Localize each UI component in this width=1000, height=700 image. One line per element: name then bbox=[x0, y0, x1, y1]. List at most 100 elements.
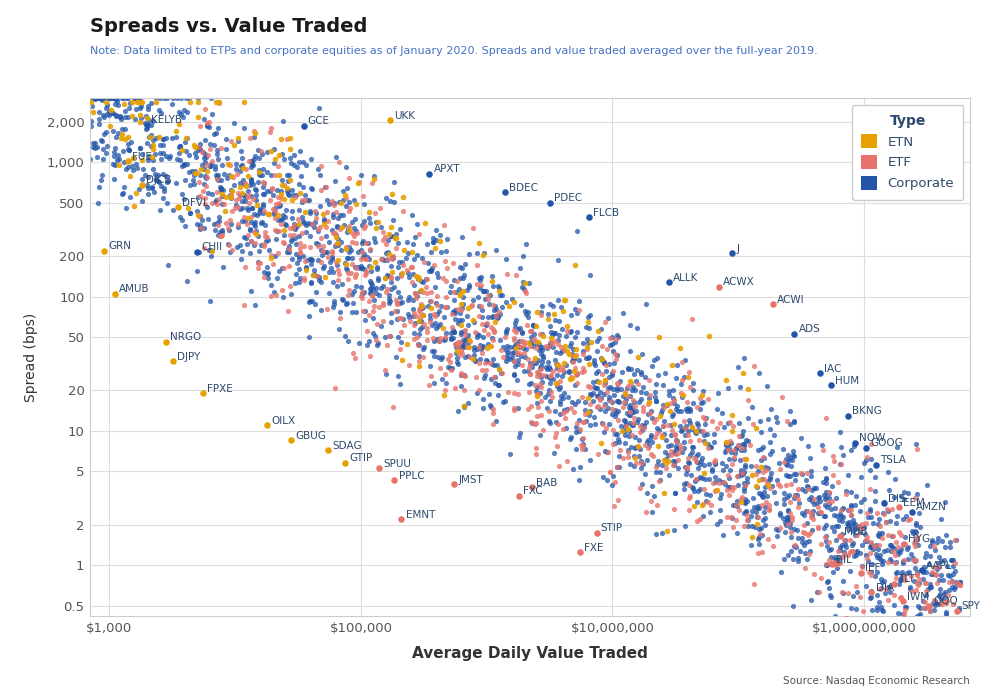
Point bbox=[280, 306, 296, 317]
Point bbox=[818, 486, 834, 498]
Point bbox=[749, 519, 765, 530]
Point bbox=[560, 391, 576, 402]
Point bbox=[837, 534, 853, 545]
Point bbox=[529, 389, 545, 400]
Point bbox=[144, 182, 160, 193]
Point bbox=[658, 454, 674, 465]
Point bbox=[85, 141, 101, 153]
Point bbox=[704, 465, 720, 476]
Point bbox=[451, 314, 467, 326]
Point bbox=[543, 370, 559, 381]
Point bbox=[432, 235, 448, 246]
Point bbox=[362, 284, 378, 295]
Point bbox=[935, 575, 951, 586]
Point bbox=[861, 567, 877, 578]
Point bbox=[421, 168, 437, 179]
Point bbox=[366, 170, 382, 181]
Point bbox=[117, 134, 133, 145]
Point bbox=[362, 287, 378, 298]
Point bbox=[510, 358, 526, 370]
Text: DFVL: DFVL bbox=[182, 198, 209, 208]
Point bbox=[244, 159, 260, 170]
Point bbox=[253, 240, 269, 251]
Point bbox=[211, 193, 227, 204]
Point bbox=[616, 414, 632, 426]
Point bbox=[249, 199, 265, 210]
Point bbox=[158, 132, 174, 144]
Point bbox=[809, 497, 825, 508]
Point bbox=[374, 253, 390, 264]
Point bbox=[532, 387, 548, 398]
Point bbox=[842, 547, 858, 558]
Point bbox=[643, 432, 659, 443]
Point bbox=[650, 440, 666, 452]
Point bbox=[330, 265, 346, 276]
Point bbox=[730, 479, 746, 490]
Point bbox=[567, 379, 583, 390]
Point bbox=[615, 401, 631, 412]
Point bbox=[803, 466, 819, 477]
Point bbox=[849, 523, 865, 534]
Point bbox=[495, 396, 511, 407]
Point bbox=[460, 398, 476, 409]
Point bbox=[838, 612, 854, 624]
Point bbox=[276, 153, 292, 164]
Point bbox=[361, 206, 377, 218]
Point bbox=[533, 363, 549, 374]
Point bbox=[600, 383, 616, 394]
Point bbox=[449, 276, 465, 287]
Point bbox=[585, 395, 601, 407]
Point bbox=[813, 507, 829, 518]
Point bbox=[382, 330, 398, 342]
Point bbox=[292, 145, 308, 156]
Point bbox=[150, 175, 166, 186]
Point bbox=[323, 262, 339, 273]
Point bbox=[243, 235, 259, 246]
Point bbox=[797, 562, 813, 573]
Point bbox=[789, 489, 805, 500]
Point bbox=[469, 278, 485, 289]
Point bbox=[474, 347, 490, 358]
Point bbox=[356, 248, 372, 260]
Point bbox=[766, 486, 782, 497]
Point bbox=[583, 336, 599, 347]
Point bbox=[917, 596, 933, 608]
Point bbox=[666, 395, 682, 406]
Point bbox=[918, 578, 934, 589]
Point bbox=[388, 294, 404, 305]
Point bbox=[641, 374, 657, 386]
Point bbox=[171, 148, 187, 159]
Point bbox=[604, 409, 620, 420]
Point bbox=[823, 552, 839, 563]
Point bbox=[658, 457, 674, 468]
Point bbox=[286, 159, 302, 170]
Point bbox=[203, 250, 219, 261]
Point bbox=[812, 495, 828, 506]
Point bbox=[754, 490, 770, 501]
Point bbox=[330, 237, 346, 248]
Point bbox=[426, 377, 442, 388]
Point bbox=[944, 616, 960, 627]
Point bbox=[269, 225, 285, 237]
Point bbox=[238, 164, 254, 175]
Point bbox=[442, 286, 458, 297]
Point bbox=[783, 526, 799, 538]
Point bbox=[938, 616, 954, 627]
Point bbox=[471, 330, 487, 341]
Point bbox=[233, 161, 249, 172]
Point bbox=[787, 490, 803, 501]
Point bbox=[611, 462, 627, 473]
Point bbox=[652, 410, 668, 421]
Point bbox=[891, 579, 907, 590]
Point bbox=[118, 163, 134, 174]
Point bbox=[882, 616, 898, 627]
Point bbox=[864, 604, 880, 615]
Point bbox=[532, 429, 548, 440]
Point bbox=[158, 171, 174, 182]
Point bbox=[369, 261, 385, 272]
Point bbox=[556, 295, 572, 306]
Point bbox=[259, 186, 275, 197]
Point bbox=[597, 374, 613, 386]
Point bbox=[734, 442, 750, 454]
Point bbox=[461, 279, 477, 290]
